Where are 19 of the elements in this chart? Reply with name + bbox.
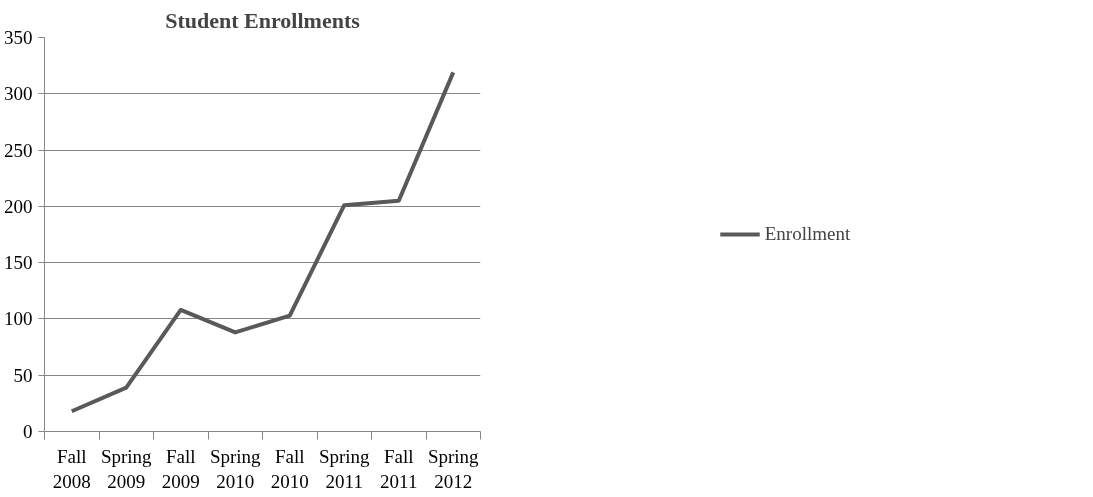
y-tick-label: 0	[23, 421, 33, 442]
y-tick-label: 300	[4, 83, 33, 105]
x-tick-label: Fall 2011	[380, 445, 418, 492]
x-tick-label: Fall 2010	[270, 445, 309, 492]
y-tick-label: 50	[13, 364, 33, 386]
legend-label: Enrollment	[764, 223, 851, 245]
y-tick-label: 150	[4, 252, 33, 274]
x-tick-label: Fall 2009	[161, 445, 200, 492]
y-tick-label: 100	[4, 308, 33, 330]
chart-title: Student Enrollments	[165, 7, 361, 33]
line-series	[69, 70, 456, 414]
x-tick-label: Fall 2008	[52, 445, 91, 492]
x-tick-label: Spring 2012	[427, 445, 480, 492]
x-tick-label: Spring 2009	[100, 445, 153, 492]
y-tick-label: 250	[4, 139, 33, 161]
y-tick-label: 350	[4, 27, 33, 48]
x-tick-label: Spring 2011	[318, 445, 371, 492]
x-tick-label: Spring 2010	[209, 445, 262, 492]
y-tick-label: 200	[4, 195, 33, 217]
